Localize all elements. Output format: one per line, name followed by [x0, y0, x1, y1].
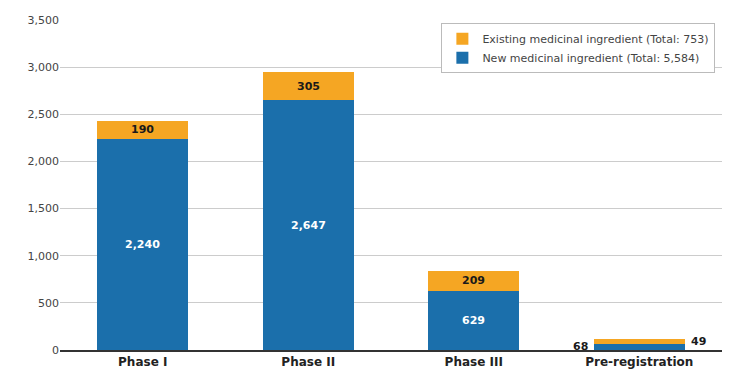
svg-text:1,000: 1,000	[28, 250, 60, 263]
svg-text:Phase I: Phase I	[118, 355, 167, 369]
svg-text:1,500: 1,500	[28, 202, 60, 215]
svg-text:2,240: 2,240	[125, 238, 160, 251]
svg-text:Pre-registration: Pre-registration	[585, 355, 693, 369]
svg-text:500: 500	[38, 297, 59, 310]
svg-text:305: 305	[297, 80, 320, 93]
svg-text:2,500: 2,500	[28, 108, 60, 121]
svg-text:New medicinal ingredient (Tota: New medicinal ingredient (Total: 5,584)	[482, 52, 699, 65]
svg-text:49: 49	[691, 335, 706, 348]
svg-text:68: 68	[573, 340, 588, 353]
svg-text:209: 209	[462, 274, 485, 287]
svg-text:Phase III: Phase III	[445, 355, 503, 369]
svg-text:3,500: 3,500	[28, 14, 60, 27]
svg-text:629: 629	[462, 314, 485, 327]
svg-text:Existing medicinal ingredient: Existing medicinal ingredient (Total: 75…	[482, 33, 708, 46]
svg-text:3,000: 3,000	[28, 61, 60, 74]
svg-text:190: 190	[131, 123, 154, 136]
svg-text:0: 0	[52, 344, 59, 357]
svg-text:2,647: 2,647	[291, 219, 326, 232]
svg-text:Phase II: Phase II	[281, 355, 335, 369]
svg-text:2,000: 2,000	[28, 155, 60, 168]
